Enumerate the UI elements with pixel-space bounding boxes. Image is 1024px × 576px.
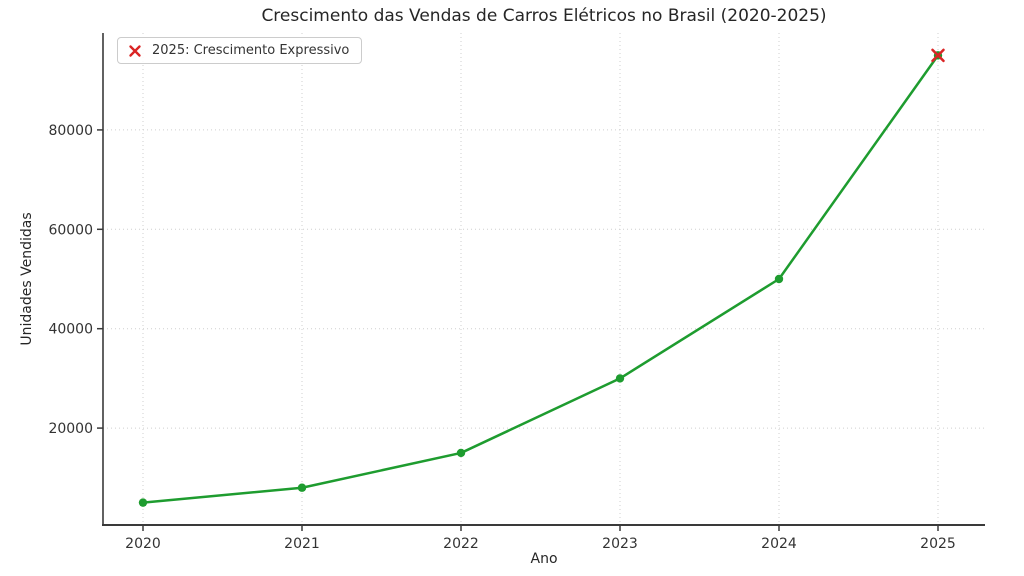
x-tick-label: 2024 (761, 536, 797, 552)
y-tick-label: 80000 (48, 123, 93, 139)
x-tick-label: 2025 (920, 536, 956, 552)
legend: 2025: Crescimento Expressivo (117, 37, 363, 64)
x-tick-label: 2023 (602, 536, 638, 552)
y-axis-label: Unidades Vendidas (19, 212, 35, 346)
x-axis-label: Ano (530, 551, 558, 567)
legend-x-marker-glyph (129, 44, 141, 57)
x-tick-label: 2021 (284, 536, 320, 552)
data-point-marker (297, 483, 307, 492)
data-point-marker (456, 448, 466, 458)
sales-line (142, 54, 940, 504)
legend-entry-label: 2025: Crescimento Expressivo (152, 43, 350, 58)
data-point-marker (138, 498, 148, 507)
highlight-x-marker (931, 48, 945, 63)
y-tick-label: 60000 (48, 222, 93, 238)
data-point-marker (774, 274, 784, 284)
data-point-marker (615, 374, 625, 383)
y-tick-label: 40000 (48, 322, 93, 338)
y-tick-label: 20000 (48, 421, 93, 437)
x-tick-label: 2022 (443, 536, 479, 552)
x-tick-label: 2020 (125, 536, 161, 552)
legend-x-marker-icon (129, 44, 141, 57)
chart-title: Crescimento das Vendas de Carros Elétric… (261, 6, 827, 26)
